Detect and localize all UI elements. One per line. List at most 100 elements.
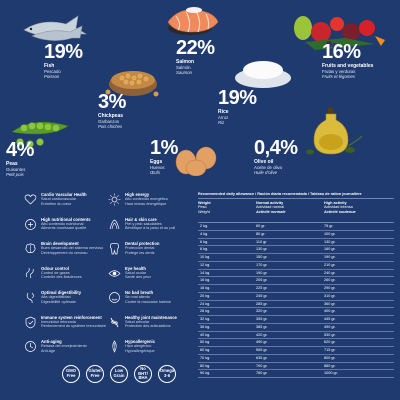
badge: No BHT/ BHA	[134, 365, 152, 383]
fruits-vegetables-image	[294, 16, 385, 50]
row-high-activity: 530 gr.	[324, 332, 336, 337]
benefit-item: Anti-aging Retrasa del envejecimiento Anti…	[24, 339, 106, 357]
row-high-activity: 445 gr.	[324, 317, 336, 321]
benefit-text: No bad breath Sin mal aliento Contre la ma…	[125, 290, 191, 304]
benefit-item: High energy Alto contenido energético Haut…	[108, 192, 190, 210]
row-normal-activity: 320 gr.	[256, 309, 268, 314]
table-row: 70 kg. 635 gr. 800 gr.	[198, 355, 394, 363]
chickpeas-image	[105, 71, 159, 97]
benefit-sub-es: Hipo alergénico	[125, 344, 152, 348]
benefit-sub-es: Salud articular	[125, 319, 150, 324]
table-row: 28 kg. 320 gr. 400 gr.	[198, 308, 394, 316]
benefit-item: Dental protection Protección dental Protèg…	[108, 241, 190, 259]
benefit-text: Brain development Buen desarrollo del sis…	[41, 241, 107, 255]
row-weight: 28 kg.	[200, 309, 211, 314]
row-high-activity: 290 gr.	[324, 286, 336, 290]
heart-icon	[24, 194, 37, 205]
salmon-percent: 22%	[176, 37, 215, 59]
badge: Low Grain	[110, 365, 128, 383]
row-weight: 70 kg.	[200, 355, 211, 360]
chickpeas-percent: 3%	[98, 91, 126, 113]
row-normal-activity: 80 gr.	[256, 231, 266, 236]
rice-image	[235, 61, 291, 88]
benefit-text: High energy Alto contenido energético Haut…	[125, 192, 191, 206]
header-weight: Weight Peso Weight	[198, 201, 256, 222]
benefit-sub-fr: Renforcement du système immunitaire	[41, 324, 106, 328]
header-weight-es: Peso	[198, 205, 207, 210]
row-weight: 60 kg.	[200, 348, 211, 352]
table-row: 36 kg. 385 gr. 490 gr.	[198, 324, 394, 332]
benefit-sub-es: Alto contenido energético	[125, 197, 168, 201]
peas-image	[11, 121, 69, 148]
row-weight: 2 kg.	[200, 224, 209, 228]
header-normal-fr: Activité normale	[256, 209, 286, 214]
row-normal-activity: 130 gr.	[256, 247, 268, 252]
benefit-text: Optimal digestibility Alta digestibilidad…	[41, 290, 107, 304]
table-row: 18 kg. 225 gr. 290 gr.	[198, 285, 394, 293]
benefit-sub-fr: Hypoallergénique	[125, 348, 155, 353]
table-row: 10 kg. 150 gr. 190 gr.	[198, 254, 394, 262]
table-row: 50 kg. 490 gr. 620 gr.	[198, 339, 394, 347]
row-high-activity: 400 gr.	[324, 309, 336, 314]
eggs-name-es: Huevos	[150, 165, 165, 170]
table-row: 14 kg. 190 gr. 240 gr.	[198, 270, 394, 278]
header-normal-en: Normal activity	[256, 201, 284, 205]
row-weight: 40 kg.	[200, 332, 211, 337]
benefit-sub-fr: Contrôle des flatulences	[41, 275, 82, 279]
benefit-title: Hypoallergenic	[125, 339, 156, 344]
chickpeas-name: Chickpeas	[98, 113, 124, 119]
row-normal-activity: 635 gr.	[256, 355, 268, 360]
benefit-sub-fr: Protège les dents	[125, 250, 155, 255]
benefit-sub-fr: Bénéfique à la peau et au poil	[125, 226, 176, 230]
benefit-item: Immune system reinforcement Inmunidad ref…	[24, 315, 106, 333]
row-normal-activity: 760 gr.	[256, 371, 268, 376]
row-high-activity: 715 gr.	[324, 348, 336, 352]
benefit-item: Hair & skin care Piel y pelo saludables Bé…	[108, 217, 190, 235]
row-normal-activity: 190 gr.	[256, 270, 268, 275]
fish-name-fr: Poisson	[44, 74, 60, 80]
oil-name: Olive oil	[254, 159, 274, 165]
benefit-title: Hair & skin care	[125, 216, 157, 222]
row-high-activity: 160 gr.	[324, 247, 336, 252]
table-row: 4 kg. 80 gr. 100 gr.	[198, 231, 394, 239]
joint-icon	[110, 317, 119, 327]
benefit-sub-es: Buen desarrollo del sistema nervioso	[41, 246, 104, 250]
rice-name: Rice	[218, 109, 229, 115]
benefit-title: No bad breath	[125, 290, 154, 295]
row-high-activity: 800 gr.	[324, 355, 336, 360]
salmon-image	[167, 7, 219, 35]
fruits-name: Fruits and vegetables	[322, 63, 374, 69]
row-normal-activity: 285 gr.	[256, 301, 268, 306]
benefit-title: Optimal digestibility	[41, 290, 82, 295]
ingredient-rice: 19% Rice Arroz Riz	[218, 88, 257, 126]
benefit-text: Dental protection Protección dental Protèg…	[125, 241, 191, 255]
ingredient-chickpeas: 3% Chickpeas Garbanzos Pois chiches	[98, 92, 126, 130]
benefit-sub-fr: Protection des articulations	[125, 324, 171, 328]
fruits-name-fr: Fruits et légumes	[322, 74, 355, 80]
oil-name-es: Aceite de oliva	[254, 165, 282, 170]
benefit-sub-es: Salud cardiovascular	[41, 197, 77, 201]
header-weight-fr: Weight	[198, 209, 210, 214]
row-high-activity: 360 gr.	[324, 301, 336, 306]
benefit-sub-fr: Entretien du cœur	[41, 201, 72, 206]
eggs-name: Eggs	[150, 159, 163, 165]
benefit-title: Eye health	[125, 265, 146, 271]
badge: Omega 3-6	[158, 365, 176, 383]
benefit-title: Immune system reinforcement	[41, 314, 102, 320]
table-body: 2 kg. 60 gr. 75 gr. 4 kg. 80 gr. 100 gr. 6 kg.…	[198, 223, 394, 378]
ingredient-peas: 4% Peas Guisantes Petit pois	[6, 140, 34, 178]
benefit-text: Hair & skin care Piel y pelo saludables Bé…	[125, 217, 191, 231]
olive-oil-image	[306, 108, 363, 155]
row-normal-activity: 110 gr.	[256, 239, 268, 244]
row-weight: 32 kg.	[200, 317, 211, 321]
badge: GMO Free	[62, 365, 80, 383]
ingredient-eggs: 1% Eggs Huevos Œufs	[150, 138, 178, 176]
eggs-percent: 1%	[150, 137, 178, 159]
benefit-item: Eye health Salud ocular Santé des yeux	[108, 266, 190, 284]
row-high-activity: 880 gr.	[324, 363, 336, 368]
row-weight: 10 kg.	[200, 255, 211, 259]
eggs-image	[175, 146, 217, 176]
benefit-sub-fr: Haut niveau énergétique	[125, 201, 167, 206]
row-high-activity: 240 gr.	[324, 270, 336, 275]
benefit-sub-fr: Contre la mauvaise haleine	[125, 299, 172, 304]
